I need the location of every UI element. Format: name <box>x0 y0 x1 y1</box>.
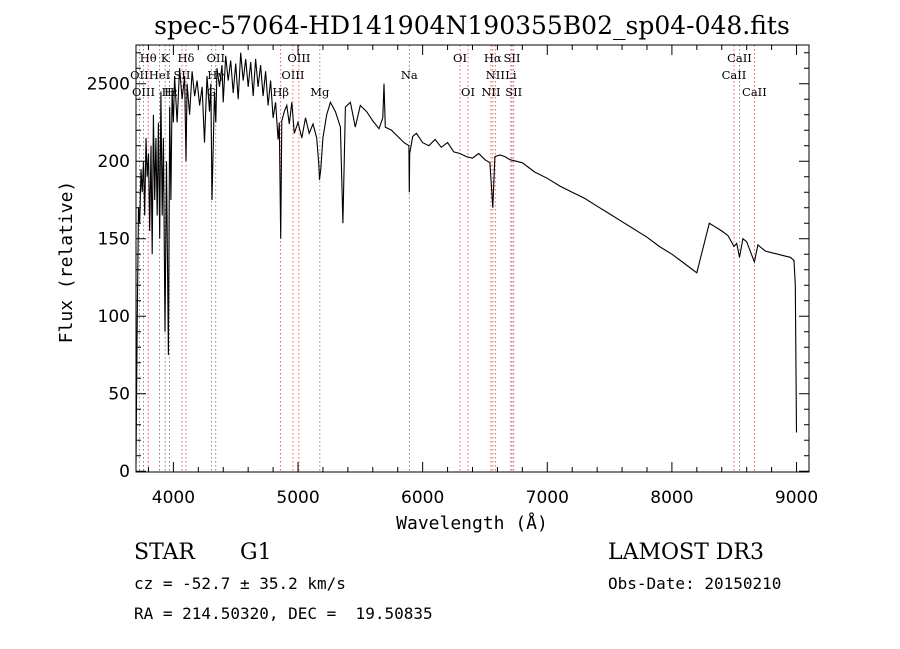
y-tick-label: 2500 <box>87 75 130 95</box>
y-tick-label: 50 <box>108 385 130 405</box>
object-class: STAR <box>134 540 195 565</box>
line-annotation: Hβ <box>272 85 289 99</box>
line-annotation: SII <box>505 85 522 99</box>
x-tick-label: 7000 <box>526 488 569 508</box>
line-annotation: OI <box>461 85 475 99</box>
line-annotation: Na <box>401 68 418 82</box>
line-annotation: CaII <box>742 85 767 99</box>
line-annotation: NII <box>481 85 500 99</box>
plot-frame <box>135 44 810 473</box>
line-annotation: H <box>164 85 174 99</box>
y-tick-label: 0 <box>119 462 130 482</box>
obs-date: Obs-Date: 20150210 <box>608 574 782 593</box>
line-annotation: Hδ <box>177 51 194 65</box>
y-axis: 0 50 100 150 200 2500 <box>87 52 809 482</box>
line-annotation: OI <box>453 51 467 65</box>
x-tick-label: 5000 <box>276 488 319 508</box>
line-annotation: Mg <box>310 85 330 99</box>
line-annotation: K <box>161 51 170 65</box>
line-annotation: Hε <box>162 85 178 99</box>
line-annotation: CaII <box>722 68 747 82</box>
x-tick-label: 6000 <box>401 488 444 508</box>
line-annotation: CaII <box>727 51 752 65</box>
line-annotation: OIII <box>281 68 304 82</box>
y-tick-label: 200 <box>98 152 130 172</box>
y-axis-label: Flux (relative) <box>56 181 77 344</box>
line-annotation: NII <box>486 68 505 82</box>
y-tick-label: 150 <box>98 230 130 250</box>
redshift-readout: cz = -52.7 ± 35.2 km/s <box>134 574 346 593</box>
survey-name: LAMOST DR3 <box>608 540 764 565</box>
line-annotation: SII <box>174 68 191 82</box>
line-annotation: Hγ <box>207 68 224 82</box>
line-annotation: OII <box>207 51 226 65</box>
object-subclass: G1 <box>240 540 272 565</box>
x-tick-label: 4000 <box>152 488 195 508</box>
spectrum-line <box>135 52 798 464</box>
x-tick-label: 8000 <box>650 488 693 508</box>
line-annotation: Hα <box>484 51 502 65</box>
x-axis: 4000 5000 6000 7000 8000 9000 <box>147 45 818 508</box>
line-markers <box>138 45 755 472</box>
x-axis-label: Wavelength (Å) <box>396 512 548 534</box>
line-annotation: HeI <box>149 68 170 82</box>
y-tick-label: 100 <box>98 307 130 327</box>
chart-title: spec-57064-HD141904N190355B02_sp04-048.f… <box>154 11 790 40</box>
coordinates: RA = 214.50320, DEC = 19.50835 <box>134 604 433 623</box>
x-tick-label: 9000 <box>775 488 818 508</box>
line-annotation: G <box>207 85 216 99</box>
line-annotation: OIII <box>287 51 310 65</box>
line-annotation: Li <box>505 68 517 82</box>
line-annotation: SII <box>504 51 521 65</box>
line-annotation: OII <box>130 68 149 82</box>
line-annotation: OIII <box>132 85 155 99</box>
line-annotation: Hθ <box>140 51 157 65</box>
